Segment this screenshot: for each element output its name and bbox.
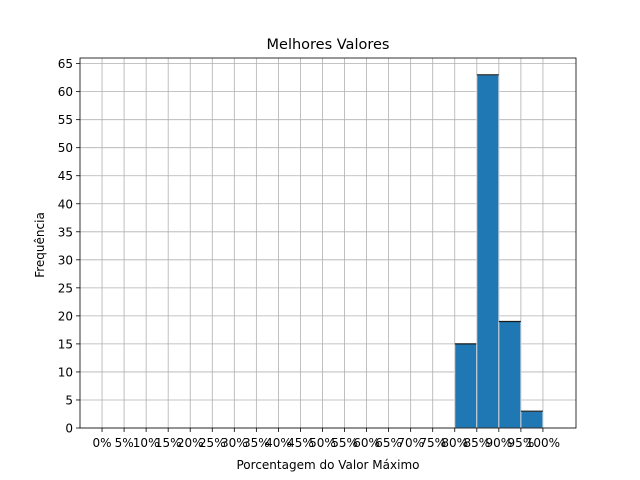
y-tick-label: 35 <box>58 225 73 239</box>
y-tick-label: 0 <box>65 422 73 436</box>
histogram-bar <box>476 74 500 429</box>
y-tick-label: 30 <box>58 253 73 267</box>
x-tick-label: 95% <box>508 436 535 450</box>
x-tick-label: 85% <box>463 436 490 450</box>
x-tick-label: 80% <box>441 436 468 450</box>
x-tick-label: 40% <box>265 436 292 450</box>
x-tick-label: 60% <box>353 436 380 450</box>
histogram-bar <box>520 410 544 429</box>
y-tick-label: 40 <box>58 197 73 211</box>
x-tick-label: 30% <box>221 436 248 450</box>
y-tick-label: 65 <box>58 57 73 71</box>
x-tick-label: 50% <box>309 436 336 450</box>
x-tick-label: 35% <box>243 436 270 450</box>
x-tick-label: 65% <box>375 436 402 450</box>
y-tick-label: 10 <box>58 365 73 379</box>
y-tick-label: 20 <box>58 309 73 323</box>
y-tick-label: 50 <box>58 141 73 155</box>
x-tick-label: 20% <box>177 436 204 450</box>
chart-title: Melhores Valores <box>267 37 390 53</box>
x-axis-label: Porcentagem do Valor Máximo <box>237 458 420 472</box>
bars <box>454 74 544 429</box>
x-tick-label: 100% <box>526 436 560 450</box>
x-tick-label: 0% <box>93 436 112 450</box>
x-tick-label: 15% <box>155 436 182 450</box>
histogram-bar <box>498 320 522 429</box>
x-tick-label: 45% <box>287 436 314 450</box>
x-tick-label: 55% <box>331 436 358 450</box>
y-tick-label: 55 <box>58 113 73 127</box>
axes: 0% 5% 10%15%20%25%30%35%40%45%50%55%60%65%… <box>58 57 577 450</box>
histogram-bar <box>454 343 478 429</box>
x-tick-label: 5% <box>115 436 134 450</box>
y-tick-label: 5 <box>65 393 73 407</box>
y-tick-label: 45 <box>58 169 73 183</box>
x-tick-label: 10% <box>133 436 160 450</box>
x-tick-label: 25% <box>199 436 226 450</box>
y-axis-label: Frequência <box>33 212 47 278</box>
y-tick-label: 15 <box>58 337 73 351</box>
x-tick-label: 70% <box>397 436 424 450</box>
y-tick-label: 25 <box>58 281 73 295</box>
x-tick-label: 75% <box>419 436 446 450</box>
plot-frame <box>79 57 577 429</box>
y-tick-label: 60 <box>58 85 73 99</box>
x-tick-label: 90% <box>486 436 513 450</box>
